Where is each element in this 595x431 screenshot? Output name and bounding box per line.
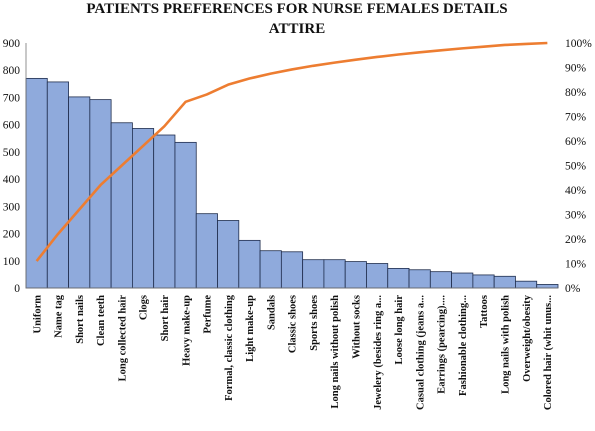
- category-label: Short hair: [160, 295, 171, 342]
- bar-5: [110, 122, 133, 289]
- category-label: Colored hair (whit unus...: [543, 295, 554, 411]
- right-tick-label: 70%: [565, 112, 587, 124]
- bar-18: [387, 267, 410, 289]
- bar-8: [174, 141, 197, 289]
- bar-11: [238, 239, 261, 289]
- category-label: Fashionable clothing...: [458, 295, 469, 396]
- left-tick-label: 600: [3, 120, 21, 132]
- right-tick-label: 10%: [565, 259, 587, 271]
- category-label: Long nails without polish: [330, 295, 341, 409]
- left-tick-label: 500: [3, 147, 21, 159]
- right-tick-label: 50%: [565, 161, 587, 173]
- bar-19: [408, 269, 431, 289]
- bar-1: [25, 77, 48, 289]
- bar-20: [429, 271, 453, 289]
- left-tick-label: 100: [3, 256, 21, 268]
- category-label: Perfume: [203, 295, 214, 334]
- category-label: Classic shoes: [288, 295, 299, 353]
- bar-16: [344, 261, 367, 289]
- left-tick-label: 400: [3, 174, 21, 186]
- category-label: Overweight/obesity: [522, 294, 533, 382]
- category-label: Short nails: [75, 295, 86, 344]
- left-tick-label: 200: [3, 229, 21, 241]
- left-tick-label: 900: [3, 38, 21, 50]
- category-label: Jewelery (besides ring a...: [373, 295, 384, 410]
- right-tick-label: 0%: [565, 283, 581, 295]
- bar-21: [451, 272, 474, 289]
- bar-25: [536, 284, 559, 289]
- category-label: Without socks: [352, 295, 363, 359]
- bar-22: [472, 274, 495, 289]
- bar-12: [259, 250, 282, 289]
- bar-2: [46, 81, 69, 289]
- category-label: Name tag: [54, 294, 65, 338]
- right-tick-label: 30%: [565, 210, 587, 222]
- bar-15: [323, 259, 346, 289]
- category-label: Heavy make-up: [181, 295, 192, 366]
- right-tick-label: 100%: [565, 38, 592, 50]
- cumulative-percentage-line: [35, 41, 548, 262]
- category-label: Loose long hair: [394, 295, 405, 365]
- right-tick-label: 90%: [565, 63, 587, 75]
- chart-title-line-2: ATTIRE: [269, 21, 325, 37]
- labels-layer: 0 100 200 300 400 500 600 700 800 900 0% 10% 20% 30% 4…: [3, 38, 593, 410]
- axes-layer: [25, 43, 558, 289]
- chart-title-line-1: PATIENTS PREFERENCES FOR NURSE FEMALES D…: [86, 1, 507, 17]
- category-label: Long collected hair: [117, 295, 128, 382]
- category-label: Sports shoes: [309, 295, 320, 351]
- category-label: Tattoos: [479, 295, 490, 328]
- bar-3: [68, 96, 91, 289]
- category-label: Uniform: [32, 295, 43, 334]
- bar-23: [493, 275, 516, 289]
- left-tick-label: 700: [3, 92, 21, 104]
- right-tick-label: 20%: [565, 234, 587, 246]
- bar-7: [153, 134, 176, 289]
- bars-layer: [25, 77, 559, 289]
- category-label: Earrings (pearcing)....: [437, 295, 448, 394]
- category-label: Formal, classic clothing: [224, 294, 235, 401]
- category-label: Light make-up: [245, 295, 256, 362]
- bar-10: [217, 220, 240, 289]
- cumulative-line-layer: [35, 41, 548, 262]
- bar-24: [515, 280, 538, 289]
- left-tick-label: 300: [3, 201, 21, 213]
- bar-14: [302, 259, 325, 289]
- right-tick-label: 60%: [565, 136, 587, 148]
- left-tick-label: 800: [3, 65, 21, 77]
- bar-13: [280, 251, 304, 289]
- category-label: Long nails with polish: [500, 295, 511, 394]
- bar-9: [195, 213, 218, 289]
- bar-17: [366, 263, 389, 289]
- category-label: Casual clothing (jeans a...: [415, 295, 426, 410]
- category-label: Sandals: [266, 295, 277, 330]
- category-label: Clogs: [139, 295, 150, 320]
- right-tick-label: 80%: [565, 87, 587, 99]
- right-tick-label: 40%: [565, 185, 587, 197]
- category-label: Clean teeth: [96, 295, 107, 346]
- left-tick-label: 0: [14, 283, 20, 295]
